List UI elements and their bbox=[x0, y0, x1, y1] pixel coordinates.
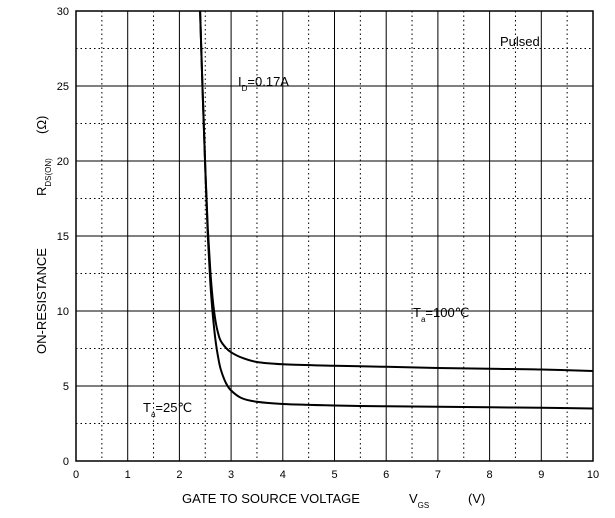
y-axis-symbol-main: R bbox=[34, 187, 49, 196]
x-tick-label: 6 bbox=[383, 469, 389, 481]
ta25-annotation-value: =25℃ bbox=[155, 400, 192, 415]
y-tick-label: 0 bbox=[63, 456, 69, 468]
x-tick-label: 7 bbox=[435, 469, 441, 481]
id-annotation: ID=0.17A bbox=[238, 74, 289, 93]
x-tick-label: 3 bbox=[228, 469, 234, 481]
ta100-annotation-sub: a bbox=[421, 315, 426, 324]
ta25-annotation-symbol: T bbox=[143, 400, 151, 415]
x-tick-label: 1 bbox=[125, 469, 131, 481]
id-annotation-symbol: I bbox=[238, 74, 242, 89]
y-tick-label: 5 bbox=[63, 381, 69, 393]
ta25-annotation-sub: a bbox=[151, 410, 156, 419]
series-line-ta-25c bbox=[199, 10, 594, 410]
id-annotation-sub: D bbox=[242, 84, 248, 93]
y-tick-label: 25 bbox=[57, 81, 69, 93]
ta100-annotation-value: =100℃ bbox=[425, 305, 469, 320]
x-tick-labels: 0 1 2 3 4 5 6 7 8 9 10 bbox=[73, 469, 599, 481]
grid bbox=[76, 11, 593, 461]
x-tick-label: 2 bbox=[176, 469, 182, 481]
x-tick-label: 5 bbox=[331, 469, 337, 481]
curves bbox=[199, 10, 594, 410]
x-axis-title: GATE TO SOURCE VOLTAGE bbox=[182, 491, 360, 506]
series-line-ta-100c bbox=[199, 10, 594, 372]
x-axis-symbol-sub: GS bbox=[418, 501, 430, 510]
x-tick-label: 10 bbox=[587, 469, 599, 481]
y-axis-label: ON-RESISTANCE RDS(ON) (Ω) bbox=[34, 116, 53, 354]
x-axis-label: GATE TO SOURCE VOLTAGE bbox=[182, 491, 360, 506]
x-axis-unit: (V) bbox=[468, 491, 485, 506]
id-annotation-value: =0.17A bbox=[247, 74, 289, 89]
pulsed-annotation: Pulsed bbox=[500, 34, 540, 49]
y-axis-symbol: RDS(ON) bbox=[34, 158, 53, 196]
x-tick-label: 4 bbox=[280, 469, 286, 481]
y-axis-unit: (Ω) bbox=[34, 116, 49, 134]
y-tick-label: 10 bbox=[57, 306, 69, 318]
y-axis-title: ON-RESISTANCE bbox=[34, 248, 49, 354]
ta25-annotation: Ta=25℃ bbox=[143, 400, 192, 419]
ta100-annotation: Ta=100℃ bbox=[413, 305, 469, 324]
plot-frame bbox=[75, 10, 594, 462]
x-axis-symbol: VGS bbox=[409, 491, 429, 510]
x-tick-label: 0 bbox=[73, 469, 79, 481]
y-tick-label: 15 bbox=[57, 231, 69, 243]
ta100-annotation-symbol: T bbox=[413, 305, 421, 320]
x-axis-symbol-main: V bbox=[409, 491, 418, 506]
y-tick-label: 30 bbox=[57, 6, 69, 18]
x-tick-label: 8 bbox=[487, 469, 493, 481]
x-tick-label: 9 bbox=[538, 469, 544, 481]
y-tick-labels: 0 5 10 15 20 25 30 bbox=[57, 6, 69, 468]
y-axis-symbol-sub: DS(ON) bbox=[44, 158, 53, 187]
y-tick-label: 20 bbox=[57, 156, 69, 168]
